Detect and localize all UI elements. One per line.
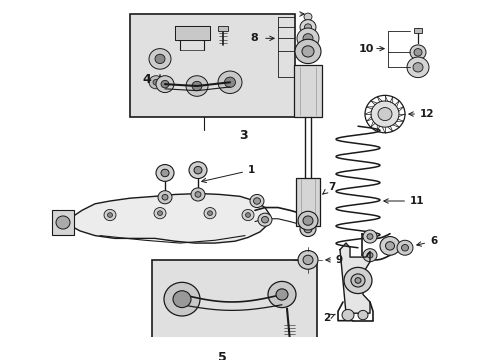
Circle shape (258, 213, 271, 226)
Bar (130, 14, 294, 117)
Circle shape (149, 49, 171, 69)
Circle shape (302, 46, 313, 57)
Circle shape (195, 192, 201, 197)
Circle shape (366, 234, 372, 239)
Circle shape (303, 216, 312, 225)
Circle shape (396, 240, 412, 255)
Circle shape (297, 211, 317, 230)
Circle shape (406, 57, 428, 78)
Text: 1: 1 (202, 165, 255, 183)
Circle shape (401, 244, 407, 251)
Circle shape (377, 108, 391, 121)
Circle shape (267, 282, 295, 307)
Text: 2: 2 (322, 313, 335, 323)
Circle shape (156, 165, 174, 181)
Circle shape (203, 208, 216, 219)
Text: 5: 5 (218, 351, 226, 360)
Circle shape (385, 242, 394, 250)
Circle shape (357, 310, 367, 320)
Circle shape (362, 249, 376, 262)
Circle shape (155, 54, 164, 64)
Circle shape (304, 24, 311, 30)
Circle shape (153, 80, 159, 85)
Circle shape (261, 216, 268, 223)
Circle shape (297, 251, 317, 269)
Text: 8: 8 (249, 33, 257, 43)
Circle shape (161, 169, 169, 177)
Circle shape (161, 80, 169, 88)
Circle shape (304, 13, 311, 21)
Bar (152, 260, 316, 342)
Polygon shape (339, 243, 369, 313)
Bar (282, 340, 295, 348)
Circle shape (242, 210, 253, 221)
Polygon shape (175, 26, 209, 40)
Circle shape (162, 194, 168, 200)
Circle shape (207, 211, 212, 216)
Circle shape (379, 237, 399, 255)
Circle shape (154, 208, 165, 219)
Circle shape (341, 310, 353, 321)
Circle shape (107, 213, 112, 217)
Text: 7: 7 (322, 182, 335, 194)
Bar (52, 210, 74, 235)
Circle shape (409, 45, 425, 60)
Circle shape (189, 162, 206, 179)
Circle shape (343, 267, 371, 293)
Circle shape (249, 194, 264, 208)
Circle shape (163, 282, 200, 316)
Circle shape (173, 291, 191, 307)
Circle shape (354, 278, 360, 283)
Circle shape (191, 188, 204, 201)
Circle shape (157, 211, 162, 216)
Circle shape (56, 216, 70, 229)
Text: 11: 11 (383, 196, 424, 206)
Text: 10: 10 (358, 44, 373, 54)
Polygon shape (68, 194, 269, 243)
Circle shape (224, 77, 235, 87)
Bar (295, 177, 319, 226)
Circle shape (366, 252, 372, 258)
Circle shape (362, 230, 376, 243)
Circle shape (294, 39, 320, 64)
Circle shape (304, 225, 311, 233)
Bar (293, 66, 321, 117)
Circle shape (299, 20, 315, 35)
Circle shape (149, 76, 163, 89)
Text: 6: 6 (416, 236, 436, 246)
Circle shape (296, 28, 318, 49)
Circle shape (412, 63, 422, 72)
Circle shape (245, 213, 250, 217)
Circle shape (218, 71, 242, 94)
Bar (218, 26, 227, 31)
Circle shape (299, 221, 315, 237)
Text: 9: 9 (325, 255, 343, 265)
Circle shape (104, 210, 116, 221)
Text: 3: 3 (239, 129, 247, 142)
Circle shape (156, 76, 174, 93)
Circle shape (370, 101, 398, 127)
Circle shape (303, 33, 312, 43)
Circle shape (413, 49, 421, 56)
Circle shape (275, 289, 287, 300)
Circle shape (158, 191, 172, 204)
Circle shape (194, 166, 202, 174)
Circle shape (350, 274, 364, 287)
Circle shape (303, 255, 312, 265)
Text: 4: 4 (142, 73, 150, 86)
Circle shape (192, 81, 202, 91)
Circle shape (253, 198, 260, 204)
Text: 12: 12 (408, 109, 434, 119)
Bar (413, 28, 421, 33)
Circle shape (185, 76, 207, 96)
Circle shape (161, 77, 169, 84)
